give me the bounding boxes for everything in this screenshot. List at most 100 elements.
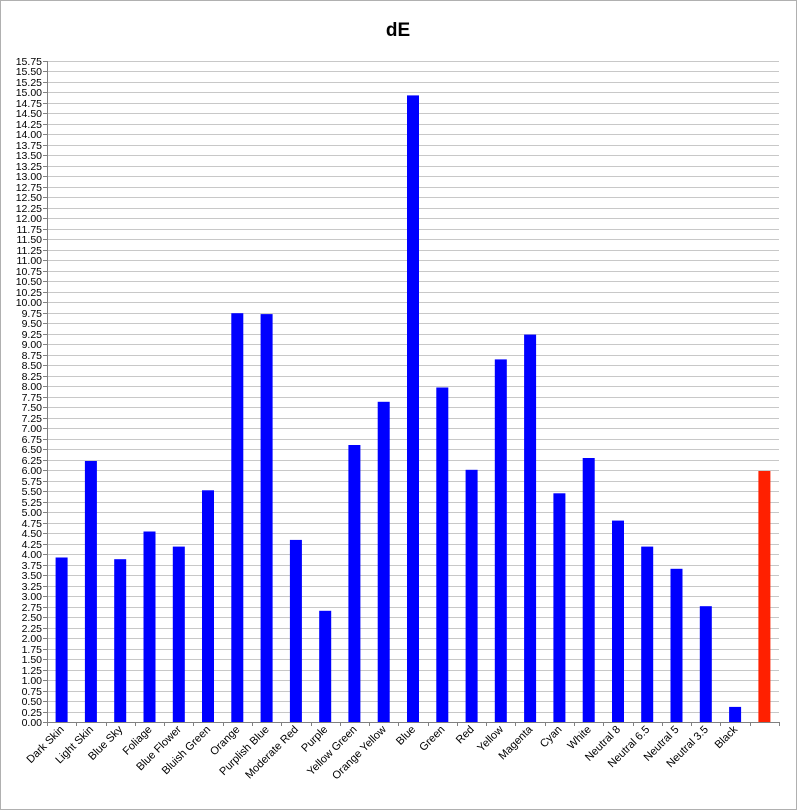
y-axis-ticks: 0.000.250.500.751.001.251.501.752.002.25…: [16, 56, 47, 729]
y-tick-label: 14.25: [16, 119, 42, 131]
y-tick-label: 0.50: [22, 696, 43, 708]
y-tick-label: 11.25: [17, 245, 43, 257]
y-tick-label: 8.00: [22, 381, 43, 393]
chart-title: dE: [386, 20, 410, 41]
bar: [143, 531, 156, 722]
y-tick-label: 6.00: [22, 465, 43, 477]
y-tick-label: 1.00: [22, 675, 43, 687]
bar: [494, 359, 507, 722]
bar: [348, 445, 361, 722]
y-tick-label: 3.50: [22, 570, 43, 582]
y-tick-label: 8.75: [22, 350, 43, 362]
y-tick-label: 7.25: [22, 413, 43, 425]
bar: [582, 458, 595, 722]
bar: [436, 387, 449, 722]
y-tick-label: 15.25: [16, 77, 42, 89]
y-tick-label: 0.00: [22, 717, 43, 729]
bars: [55, 95, 771, 722]
y-tick-label: 6.25: [22, 455, 43, 467]
y-tick-label: 11.50: [17, 234, 43, 246]
bar: [612, 520, 624, 722]
y-tick-label: 4.50: [22, 528, 43, 540]
y-tick-label: 13.50: [16, 150, 42, 162]
y-tick-label: 10.50: [16, 276, 42, 288]
bar: [407, 95, 419, 722]
y-tick-label: 11.75: [17, 224, 43, 236]
bar: [377, 401, 390, 722]
bar: [758, 471, 771, 722]
y-tick-label: 13.25: [16, 161, 42, 173]
bar: [553, 493, 566, 722]
y-tick-label: 11.00: [17, 255, 43, 267]
bar: [231, 313, 244, 722]
y-tick-label: 9.50: [22, 318, 43, 330]
bar: [84, 461, 97, 722]
y-tick-label: 4.75: [22, 518, 43, 530]
bar: [114, 559, 127, 722]
y-tick-label: 3.00: [22, 591, 43, 603]
y-tick-label: 4.00: [22, 549, 43, 561]
x-tick-label: Orange Yellow: [330, 724, 389, 783]
y-tick-label: 1.75: [22, 644, 43, 656]
bar: [319, 610, 332, 722]
y-tick-label: 7.75: [22, 392, 43, 404]
y-tick-label: 0.25: [22, 707, 43, 719]
y-tick-label: 6.50: [22, 444, 43, 456]
y-tick-label: 12.75: [16, 182, 42, 194]
y-tick-label: 8.50: [22, 360, 43, 372]
bar: [699, 606, 712, 722]
x-tick-label: Blue: [394, 724, 418, 748]
y-tick-label: 1.50: [22, 654, 43, 666]
axes: [47, 61, 780, 726]
y-tick-label: 15.50: [16, 66, 42, 78]
y-tick-label: 9.25: [22, 329, 43, 341]
y-tick-label: 14.00: [16, 129, 42, 141]
y-tick-label: 3.75: [22, 560, 43, 572]
y-tick-label: 5.50: [22, 486, 43, 498]
y-tick-label: 3.25: [22, 581, 43, 593]
y-tick-label: 12.25: [16, 203, 42, 215]
y-tick-label: 15.00: [16, 87, 42, 99]
bar: [202, 490, 214, 722]
y-tick-label: 7.00: [22, 423, 43, 435]
y-tick-label: 1.25: [22, 665, 43, 677]
y-tick-label: 15.75: [16, 56, 42, 68]
bar: [260, 314, 273, 722]
y-tick-label: 14.75: [16, 98, 42, 110]
y-tick-label: 2.00: [22, 633, 43, 645]
bar: [172, 546, 185, 722]
x-tick-label: Green: [417, 724, 447, 754]
y-tick-label: 9.00: [22, 339, 43, 351]
y-tick-label: 5.25: [22, 497, 43, 509]
y-tick-label: 10.00: [16, 297, 42, 309]
bar: [641, 546, 654, 722]
y-tick-label: 5.75: [22, 476, 43, 488]
y-tick-label: 13.75: [16, 140, 42, 152]
y-tick-label: 4.25: [22, 539, 43, 551]
y-tick-label: 13.00: [16, 171, 42, 183]
y-tick-label: 12.00: [16, 213, 42, 225]
bar: [55, 557, 68, 722]
x-tick-label: Black: [713, 723, 741, 751]
y-tick-label: 2.25: [22, 623, 43, 635]
x-tick-label: Cyan: [538, 724, 565, 751]
y-tick-label: 0.75: [22, 686, 43, 698]
y-tick-label: 12.50: [16, 192, 42, 204]
y-tick-label: 2.50: [22, 612, 43, 624]
x-tick-label: Red: [454, 724, 477, 747]
y-tick-label: 7.50: [22, 402, 43, 414]
y-tick-label: 10.25: [16, 287, 42, 299]
y-tick-label: 2.75: [22, 602, 43, 614]
y-tick-label: 14.50: [16, 108, 42, 120]
y-tick-label: 10.75: [16, 266, 42, 278]
bar: [289, 539, 302, 722]
x-tick-label: Moderate Red: [243, 724, 301, 782]
bar: [465, 469, 478, 722]
y-tick-label: 8.25: [22, 371, 43, 383]
y-tick-label: 9.75: [22, 308, 43, 320]
bar: [670, 568, 683, 722]
y-tick-label: 5.00: [22, 507, 43, 519]
bar: [729, 706, 742, 722]
